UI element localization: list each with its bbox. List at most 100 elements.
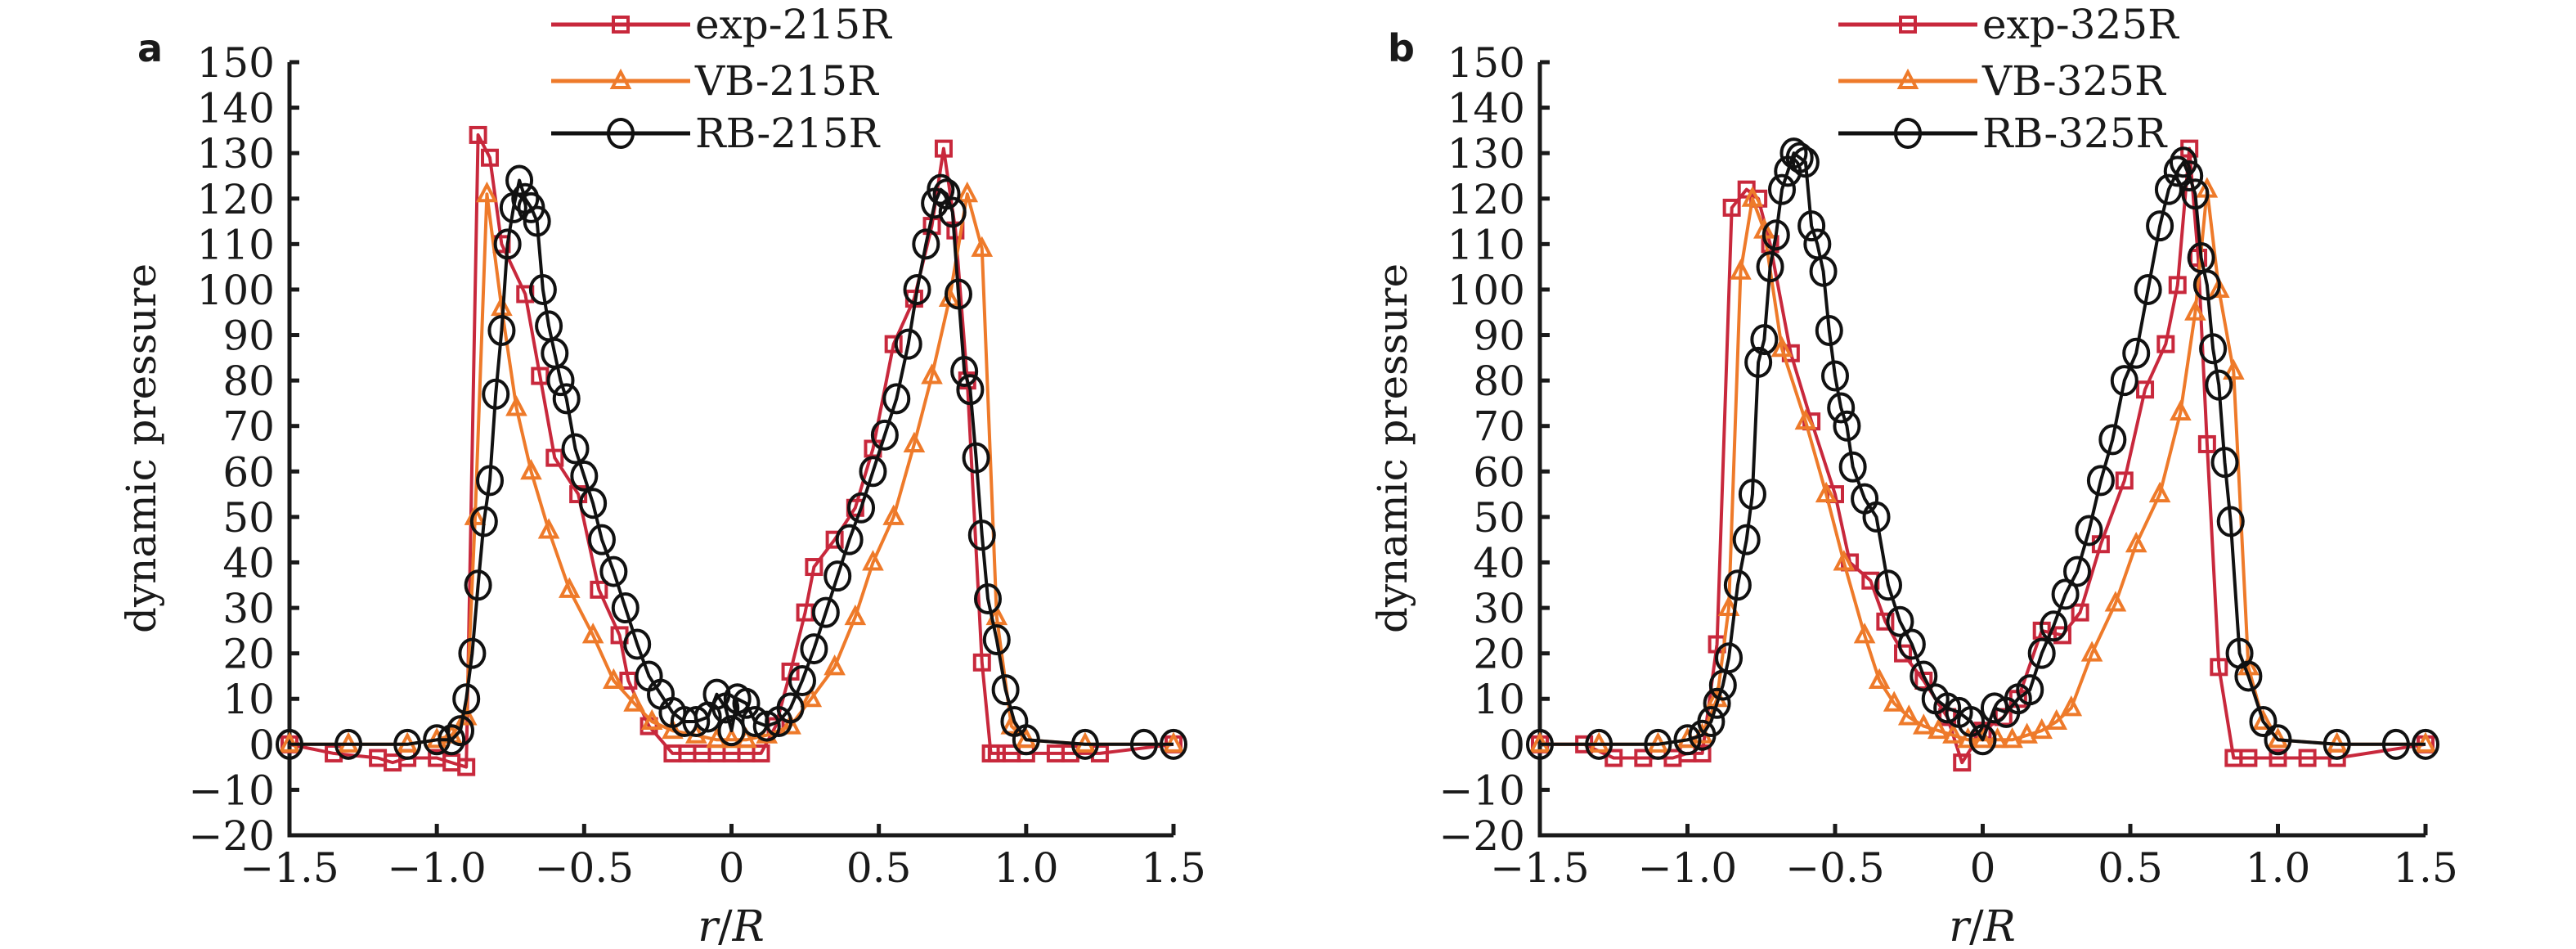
data-point xyxy=(1756,251,1784,283)
data-point xyxy=(1744,346,1773,378)
x-tick-label: 0.5 xyxy=(846,844,912,892)
x-tick-label: 1.5 xyxy=(2393,844,2458,892)
data-point xyxy=(800,686,823,708)
data-point xyxy=(824,560,852,592)
x-tick-label: 0 xyxy=(719,844,745,892)
data-point xyxy=(1070,728,1099,760)
data-point xyxy=(2051,578,2080,610)
data-point xyxy=(2075,515,2103,546)
y-tick-label: 150 xyxy=(1447,39,1525,87)
data-point xyxy=(1644,728,1672,760)
legend-label: VB-215R xyxy=(694,57,879,105)
y-tick-label: 120 xyxy=(1447,176,1525,223)
y-tick-label: 60 xyxy=(1473,448,1525,496)
data-point xyxy=(603,668,625,689)
data-point xyxy=(2040,610,2068,642)
data-point xyxy=(1838,451,1867,483)
y-tick-label: 110 xyxy=(1447,221,1525,268)
data-point xyxy=(2086,465,2115,497)
data-point xyxy=(2136,380,2155,399)
x-axis-label-R: R xyxy=(732,902,765,949)
data-point xyxy=(2216,506,2245,537)
data-point xyxy=(2110,365,2138,397)
data-point xyxy=(481,148,500,167)
x-tick-label: −1.5 xyxy=(1490,844,1589,892)
data-point xyxy=(2154,173,2183,205)
data-point xyxy=(2001,726,2023,749)
data-point xyxy=(2184,299,2206,321)
panel-b: b dynamic pressure r/R −20−1001020304050… xyxy=(1369,1,2458,949)
data-point xyxy=(623,690,645,712)
data-point xyxy=(469,506,498,537)
data-point xyxy=(1160,728,1187,760)
legend-entry: exp-325R xyxy=(1838,1,2179,48)
data-point xyxy=(528,273,557,305)
data-point xyxy=(2063,555,2092,587)
data-point xyxy=(2122,337,2151,369)
series-VB-325R xyxy=(1528,177,2437,753)
y-tick-label: 80 xyxy=(222,358,275,405)
legend-marker xyxy=(612,16,630,34)
series-exp-215R xyxy=(280,125,1183,776)
data-point xyxy=(1770,335,1793,358)
data-point xyxy=(537,518,560,539)
data-point xyxy=(752,710,781,742)
y-tick-label: 140 xyxy=(197,85,275,133)
data-point xyxy=(520,458,542,480)
data-point xyxy=(599,555,628,587)
data-point xyxy=(1874,569,1902,601)
legend-entry: VB-325R xyxy=(1838,57,2166,105)
data-point xyxy=(811,596,840,628)
data-point xyxy=(2210,658,2228,677)
data-point xyxy=(482,378,510,410)
data-point xyxy=(2060,695,2083,717)
data-point xyxy=(2045,708,2068,731)
data-point xyxy=(1794,408,1817,430)
data-point xyxy=(1833,410,1861,442)
data-point xyxy=(1942,722,1964,744)
data-point xyxy=(2181,178,2210,210)
data-point xyxy=(476,181,498,203)
data-point xyxy=(972,653,991,672)
legend-label: RB-325R xyxy=(1982,110,2168,157)
data-point xyxy=(2115,471,2134,490)
x-tick-label: −1.0 xyxy=(1638,844,1737,892)
data-point xyxy=(2163,155,2192,187)
data-point xyxy=(457,758,476,776)
data-point xyxy=(903,273,931,305)
y-tick-label: 30 xyxy=(222,585,275,632)
legend-label: VB-325R xyxy=(1981,57,2166,105)
data-point xyxy=(835,524,864,555)
data-point xyxy=(1912,713,1935,735)
data-point xyxy=(776,692,805,724)
data-point xyxy=(944,278,972,310)
legend-entry: RB-215R xyxy=(551,110,881,157)
data-point xyxy=(847,492,876,524)
data-point xyxy=(1933,692,1962,724)
data-point xyxy=(464,569,492,601)
x-axis-label-r: r xyxy=(1949,902,1972,949)
x-tick-label: 0.5 xyxy=(2098,844,2163,892)
data-point xyxy=(973,582,1002,614)
data-point xyxy=(752,744,770,762)
data-point xyxy=(2252,708,2274,731)
data-point xyxy=(1883,690,1905,712)
x-axis-label: r/R xyxy=(698,902,765,949)
data-point xyxy=(579,488,608,519)
data-point xyxy=(1715,642,1744,674)
legend-entry: exp-215R xyxy=(551,1,892,48)
series-line xyxy=(289,192,1174,746)
legend-marker xyxy=(1894,118,1922,149)
data-point xyxy=(2148,481,2171,503)
data-point xyxy=(927,173,955,205)
data-point xyxy=(1732,524,1761,555)
data-point xyxy=(2175,160,2204,191)
legend-label: exp-325R xyxy=(1982,1,2179,48)
plot-area xyxy=(276,125,1187,776)
series-line xyxy=(1540,146,2426,765)
data-point xyxy=(1526,728,1554,760)
data-point xyxy=(1703,687,1731,719)
legend-marker xyxy=(609,68,632,89)
y-tick-label: 90 xyxy=(222,313,275,360)
